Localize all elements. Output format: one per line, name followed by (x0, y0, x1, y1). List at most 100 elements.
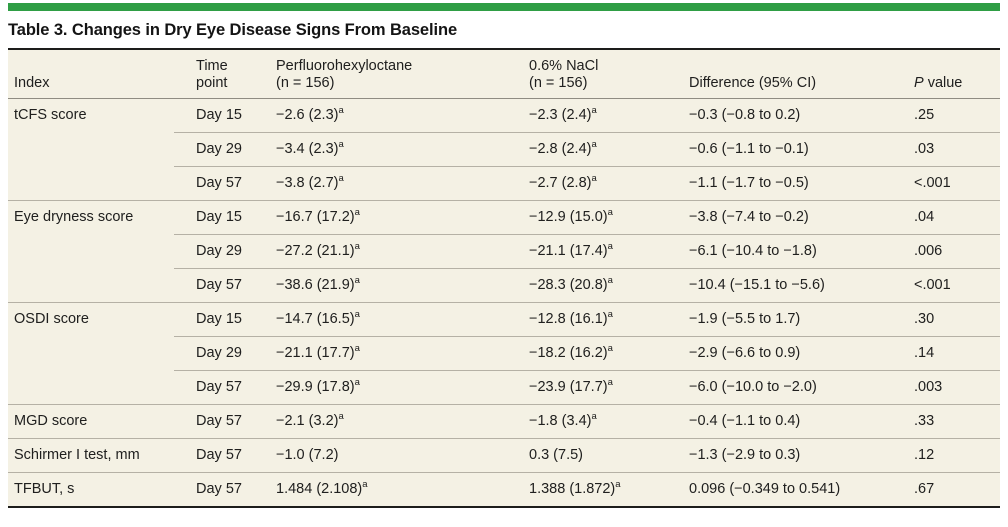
value-text: −23.9 (17.7) (529, 379, 608, 395)
index-cell (8, 235, 174, 269)
col-header-perfluorohexyloctane: Perfluorohexyloctane (n = 156) (254, 49, 507, 99)
value-text: 1.484 (2.108) (276, 481, 363, 497)
footnote-a-marker: a (607, 343, 613, 355)
table-title: Table 3. Changes in Dry Eye Disease Sign… (8, 21, 458, 39)
footnote-a-marker: a (354, 343, 360, 355)
footnote-a-marker: a (354, 377, 360, 389)
timepoint-cell: Day 29 (174, 336, 254, 371)
index-cell: OSDI score (8, 302, 174, 337)
pfho-value-cell: −27.2 (21.1)a (254, 234, 507, 269)
col-header-index: Index (8, 49, 174, 99)
table-row: Eye dryness score Day 15 −16.7 (17.2)a −… (8, 200, 1000, 235)
pvalue-cell: .003 (892, 370, 1000, 405)
pfho-value-cell: −2.6 (2.3)a (254, 99, 507, 133)
pvalue-cell: .67 (892, 472, 1000, 507)
table-row: Day 29 −27.2 (21.1)a −21.1 (17.4)a −6.1 … (8, 234, 1000, 269)
difference-cell: −3.8 (−7.4 to −0.2) (667, 200, 892, 235)
table-row: MGD score Day 57 −2.1 (3.2)a −1.8 (3.4)a… (8, 404, 1000, 439)
nacl-value-cell: −21.1 (17.4)a (507, 234, 667, 269)
timepoint-cell: Day 57 (174, 268, 254, 303)
table-row: Day 57 −29.9 (17.8)a −23.9 (17.7)a −6.0 … (8, 370, 1000, 405)
nacl-value-cell: 1.388 (1.872)a (507, 472, 667, 507)
difference-cell: −0.6 (−1.1 to −0.1) (667, 132, 892, 167)
pfho-value-cell: −29.9 (17.8)a (254, 370, 507, 405)
value-text: −2.3 (2.4) (529, 107, 592, 123)
difference-cell: −0.3 (−0.8 to 0.2) (689, 107, 801, 123)
table-row: tCFS score Day 15 −2.6 (2.3)a −2.3 (2.4)… (8, 99, 1000, 133)
value-text: −2.1 (3.2) (276, 413, 339, 429)
pfho-value-cell: −3.8 (2.7)a (254, 166, 507, 201)
timepoint-cell: Day 57 (174, 404, 254, 439)
difference-cell: −1.1 (−1.7 to −0.5) (667, 166, 892, 201)
value-text: −3.8 (2.7) (276, 175, 339, 191)
pvalue-cell: <.001 (892, 268, 1000, 303)
value-text: 1.388 (1.872) (529, 481, 616, 497)
nacl-value-cell: −18.2 (16.2)a (507, 336, 667, 371)
pfho-value-cell: 1.484 (2.108)a (254, 472, 507, 507)
footnote-a-marker: a (338, 105, 344, 117)
col-header-p-value: P value (892, 49, 1000, 99)
footnote-a-marker: a (362, 479, 368, 491)
footnote-a-marker: a (354, 309, 360, 321)
accent-bar (8, 3, 1000, 11)
footnote-a-marker: a (591, 139, 597, 151)
nacl-value-cell: 0.3 (7.5) (507, 438, 667, 473)
nacl-value-cell: −2.7 (2.8)a (507, 166, 667, 201)
value-text: −14.7 (16.5) (276, 311, 355, 327)
table-row: Schirmer I test, mm Day 57 −1.0 (7.2) 0.… (8, 438, 1000, 473)
difference-cell: 0.096 (−0.349 to 0.541) (667, 472, 892, 507)
nacl-value-cell: −12.9 (15.0)a (507, 200, 667, 235)
pvalue-cell: .33 (892, 404, 1000, 439)
footnote-a-marker: a (591, 411, 597, 423)
pvalue-cell: .04 (892, 200, 1000, 235)
value-text: −12.8 (16.1) (529, 311, 608, 327)
index-cell (8, 167, 174, 201)
footnote-a-marker: a (354, 241, 360, 253)
pfho-value-cell: −3.4 (2.3)a (254, 132, 507, 167)
footnote-a-marker: a (338, 173, 344, 185)
col-header-difference: Difference (95% CI) (667, 49, 892, 99)
header-line: Perfluorohexyloctane (276, 58, 413, 74)
table-row: Day 29 −21.1 (17.7)a −18.2 (16.2)a −2.9 … (8, 336, 1000, 371)
pfho-value-cell: −21.1 (17.7)a (254, 336, 507, 371)
index-cell: TFBUT, s (8, 472, 174, 507)
table-row: OSDI score Day 15 −14.7 (16.5)a −12.8 (1… (8, 302, 1000, 337)
nacl-value-cell: −12.8 (16.1)a (507, 302, 667, 337)
value-text: −38.6 (21.9) (276, 277, 355, 293)
value-text: −12.9 (15.0) (529, 209, 608, 225)
footnote-a-marker: a (607, 275, 613, 287)
value-text: −2.6 (2.3) (276, 107, 339, 123)
p-value-word: value (923, 75, 963, 91)
value-text: −3.4 (2.3) (276, 141, 339, 157)
header-line: Time (196, 58, 228, 74)
value-text: −21.1 (17.7) (276, 345, 355, 361)
difference-cell: −10.4 (−15.1 to −5.6) (667, 268, 892, 303)
table-row: Day 29 −3.4 (2.3)a −2.8 (2.4)a −0.6 (−1.… (8, 132, 1000, 167)
header-line: 0.6% NaCl (529, 58, 599, 74)
timepoint-cell: Day 15 (174, 200, 254, 235)
footnote-a-marker: a (354, 275, 360, 287)
pvalue-cell: .006 (892, 234, 1000, 269)
pfho-value-cell: −38.6 (21.9)a (254, 268, 507, 303)
footnote-a-marker: a (338, 411, 344, 423)
index-cell (8, 371, 174, 405)
timepoint-cell: Day 57 (174, 438, 254, 473)
value-text: −28.3 (20.8) (529, 277, 608, 293)
value-text: −29.9 (17.8) (276, 379, 355, 395)
value-text: 0.3 (7.5) (529, 447, 583, 463)
footnote-a-marker: a (607, 241, 613, 253)
pvalue-cell: .30 (892, 302, 1000, 337)
table-figure: Table 3. Changes in Dry Eye Disease Sign… (0, 3, 1008, 508)
index-cell (8, 269, 174, 303)
value-text: −16.7 (17.2) (276, 209, 355, 225)
footnote-a-marker: a (607, 377, 613, 389)
p-italic: P (914, 75, 924, 91)
timepoint-cell: Day 29 (174, 234, 254, 269)
nacl-value-cell: −2.8 (2.4)a (507, 132, 667, 167)
difference-cell: −2.9 (−6.6 to 0.9) (667, 336, 892, 371)
timepoint-cell: Day 15 (174, 302, 254, 337)
difference-cell: −1.3 (−2.9 to 0.3) (667, 438, 892, 473)
index-cell: MGD score (8, 404, 174, 439)
value-text: −2.8 (2.4) (529, 141, 592, 157)
header-row: Index Time point Perfluorohexyloctane (n… (8, 49, 1000, 99)
